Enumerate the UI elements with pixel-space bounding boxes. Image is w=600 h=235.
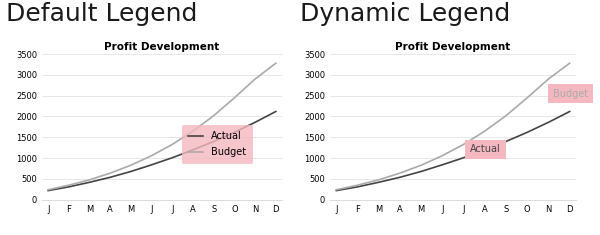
Text: Actual: Actual <box>470 144 501 154</box>
Text: Default Legend: Default Legend <box>6 2 197 26</box>
Title: Profit Development: Profit Development <box>104 42 220 52</box>
Text: Budget: Budget <box>553 89 588 99</box>
Legend: Actual, Budget: Actual, Budget <box>182 125 253 164</box>
Title: Profit Development: Profit Development <box>395 42 511 52</box>
Text: Dynamic Legend: Dynamic Legend <box>300 2 510 26</box>
